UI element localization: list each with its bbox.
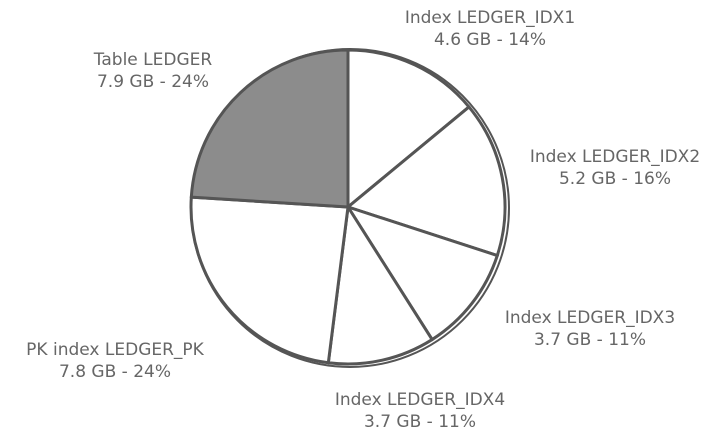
slice-value-label: 3.7 GB - 11%: [364, 412, 476, 432]
pie-outline: [190, 48, 510, 368]
pie-slice: [346, 48, 471, 209]
slice-label: Index LEDGER_IDX3: [505, 308, 675, 328]
slice-label: Table LEDGER: [93, 50, 213, 70]
slice-value-label: 4.6 GB - 14%: [434, 30, 546, 50]
slice-value-label: 5.2 GB - 16%: [559, 169, 671, 189]
pie-slice: [346, 205, 499, 342]
slice-value-label: 7.9 GB - 24%: [97, 72, 209, 92]
slice-label: Index LEDGER_IDX1: [405, 8, 575, 28]
pie-slice: [189, 48, 350, 209]
slice-label: Index LEDGER_IDX4: [335, 390, 505, 410]
slice-value-label: 7.8 GB - 24%: [59, 362, 171, 382]
pie-slice: [326, 205, 434, 366]
pie-slice: [189, 195, 350, 365]
slice-label: Index LEDGER_IDX2: [530, 147, 700, 167]
slice-label: PK index LEDGER_PK: [26, 340, 204, 360]
slice-value-label: 3.7 GB - 11%: [534, 330, 646, 350]
